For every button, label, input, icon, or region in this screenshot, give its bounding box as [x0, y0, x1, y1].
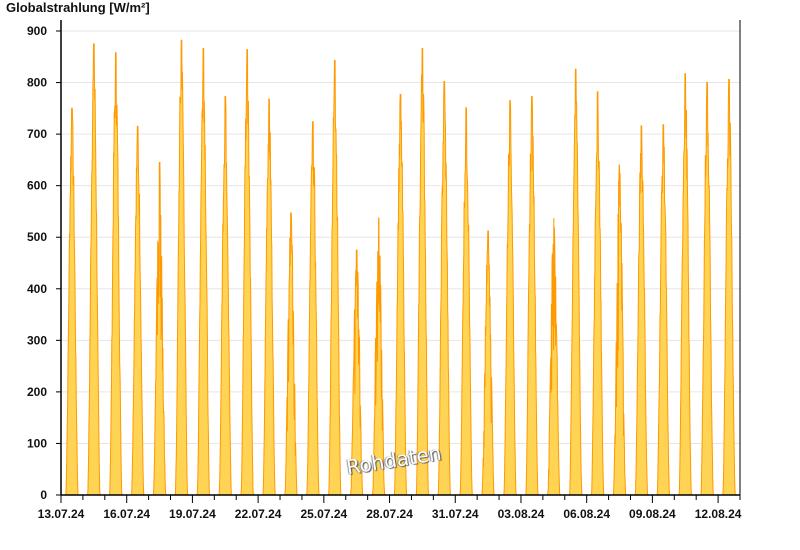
x-tick-label: 13.07.24: [38, 507, 85, 521]
y-tick-label: 200: [27, 385, 47, 399]
day-area-27.07.24: [371, 217, 386, 496]
day-area-09.08.24: [656, 124, 671, 496]
y-tick-label: 400: [27, 282, 47, 296]
x-tick-label: 03.08.24: [498, 507, 545, 521]
day-area-31.07.24: [459, 107, 473, 496]
day-area-07.08.24: [612, 164, 627, 496]
day-area-10.08.24: [678, 73, 692, 496]
x-tick-label: 31.07.24: [432, 507, 479, 521]
y-tick-label: 700: [27, 127, 47, 141]
day-area-24.07.24: [306, 121, 320, 496]
day-area-14.07.24: [87, 43, 101, 496]
day-area-18.07.24: [174, 39, 189, 496]
x-tick-label: 12.08.24: [695, 507, 742, 521]
day-area-25.07.24: [328, 59, 342, 496]
day-area-30.07.24: [437, 81, 451, 496]
day-area-05.08.24: [569, 68, 583, 496]
day-area-23.07.24: [284, 212, 298, 496]
day-area-20.07.24: [218, 96, 232, 496]
x-tick-label: 09.08.24: [629, 507, 676, 521]
day-area-15.07.24: [109, 52, 123, 496]
y-tick-label: 300: [27, 333, 47, 347]
y-tick-label: 900: [27, 24, 47, 38]
day-area-19.07.24: [196, 48, 211, 496]
day-area-03.08.24: [525, 96, 539, 496]
day-area-16.07.24: [130, 125, 145, 496]
x-tick-label: 16.07.24: [103, 507, 150, 521]
x-tick-label: 22.07.24: [235, 507, 282, 521]
day-area-29.07.24: [415, 48, 430, 496]
day-area-28.07.24: [393, 93, 408, 496]
y-tick-label: 600: [27, 179, 47, 193]
y-tick-label: 500: [27, 230, 47, 244]
day-area-01.08.24: [481, 230, 495, 496]
day-area-04.08.24: [547, 218, 561, 496]
day-area-02.08.24: [503, 100, 517, 496]
day-area-22.07.24: [262, 98, 276, 496]
day-area-12.08.24: [722, 79, 736, 496]
day-area-26.07.24: [350, 249, 364, 496]
day-area-06.08.24: [590, 91, 605, 496]
day-area-11.08.24: [700, 82, 714, 496]
day-area-13.07.24: [65, 107, 79, 496]
y-tick-label: 800: [27, 76, 47, 90]
x-tick-label: 06.08.24: [563, 507, 610, 521]
x-tick-label: 28.07.24: [366, 507, 413, 521]
day-area-08.08.24: [634, 125, 649, 496]
day-area-17.07.24: [152, 162, 167, 496]
y-tick-label: 100: [27, 436, 47, 450]
y-tick-label: 0: [40, 488, 47, 502]
day-area-21.07.24: [240, 49, 254, 496]
x-tick-label: 19.07.24: [169, 507, 216, 521]
x-tick-label: 25.07.24: [300, 507, 347, 521]
chart-title: Globalstrahlung [W/m²]: [6, 0, 150, 15]
